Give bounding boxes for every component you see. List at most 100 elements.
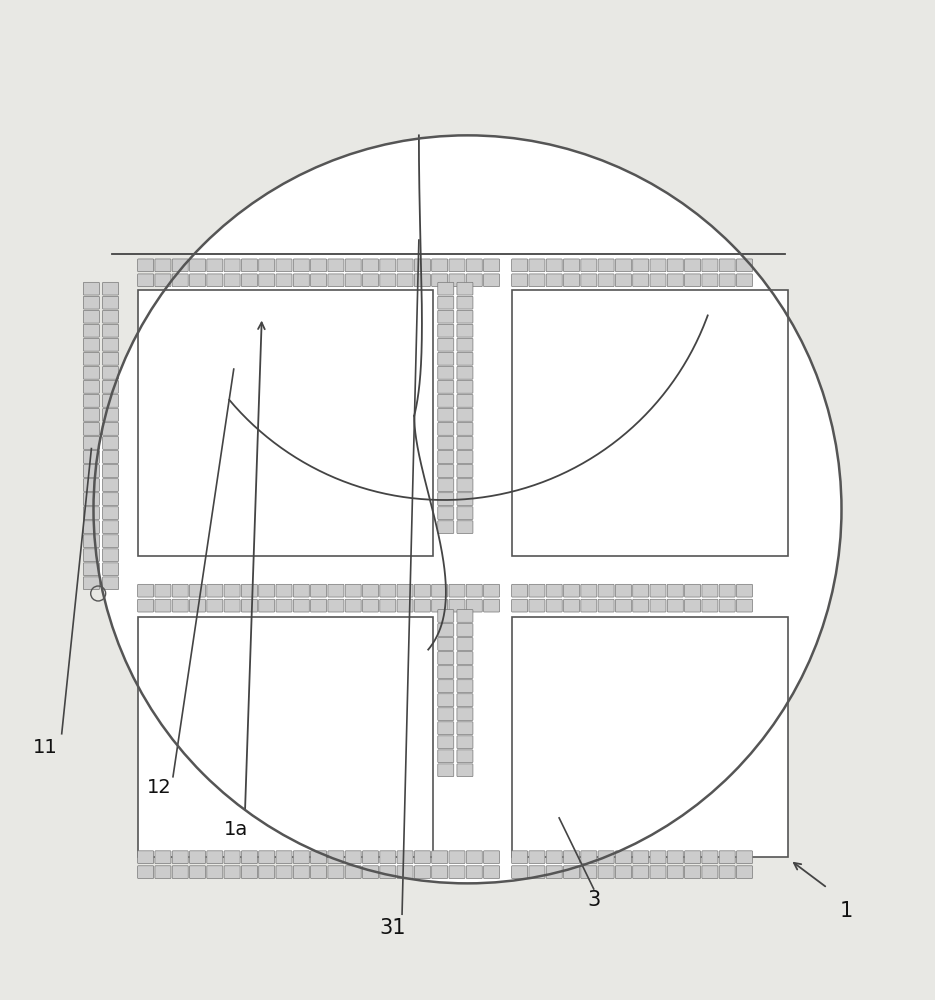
FancyBboxPatch shape [345,599,361,612]
FancyBboxPatch shape [438,282,453,295]
FancyBboxPatch shape [581,584,597,597]
FancyBboxPatch shape [449,274,465,287]
FancyBboxPatch shape [345,866,361,878]
FancyBboxPatch shape [310,866,326,878]
FancyBboxPatch shape [432,851,448,864]
FancyBboxPatch shape [276,259,292,272]
FancyBboxPatch shape [294,274,309,287]
FancyBboxPatch shape [103,535,119,547]
FancyBboxPatch shape [83,366,99,379]
FancyBboxPatch shape [668,866,683,878]
FancyBboxPatch shape [83,507,99,519]
FancyBboxPatch shape [546,851,562,864]
FancyBboxPatch shape [103,479,119,491]
FancyBboxPatch shape [155,599,171,612]
FancyBboxPatch shape [363,599,379,612]
FancyBboxPatch shape [737,584,753,597]
FancyBboxPatch shape [702,866,718,878]
FancyBboxPatch shape [103,296,119,309]
FancyBboxPatch shape [414,259,430,272]
FancyBboxPatch shape [414,866,430,878]
FancyBboxPatch shape [684,851,700,864]
FancyBboxPatch shape [224,866,240,878]
FancyBboxPatch shape [207,866,223,878]
FancyBboxPatch shape [467,584,482,597]
FancyBboxPatch shape [414,851,430,864]
FancyBboxPatch shape [380,584,396,597]
FancyBboxPatch shape [483,599,499,612]
FancyBboxPatch shape [457,366,473,379]
FancyBboxPatch shape [702,259,718,272]
FancyBboxPatch shape [737,259,753,272]
FancyBboxPatch shape [414,599,430,612]
FancyBboxPatch shape [457,722,473,734]
FancyBboxPatch shape [432,274,448,287]
FancyBboxPatch shape [224,851,240,864]
Circle shape [94,135,842,883]
FancyBboxPatch shape [103,451,119,463]
FancyBboxPatch shape [294,259,309,272]
FancyBboxPatch shape [438,366,453,379]
FancyBboxPatch shape [276,866,292,878]
FancyBboxPatch shape [438,409,453,421]
FancyBboxPatch shape [737,599,753,612]
FancyBboxPatch shape [438,521,453,533]
FancyBboxPatch shape [438,507,453,519]
FancyBboxPatch shape [598,259,614,272]
FancyBboxPatch shape [702,599,718,612]
FancyBboxPatch shape [310,599,326,612]
FancyBboxPatch shape [83,423,99,435]
FancyBboxPatch shape [702,851,718,864]
FancyBboxPatch shape [457,680,473,692]
FancyBboxPatch shape [457,451,473,463]
FancyBboxPatch shape [103,423,119,435]
FancyBboxPatch shape [529,866,545,878]
FancyBboxPatch shape [615,259,631,272]
FancyBboxPatch shape [83,577,99,590]
FancyBboxPatch shape [457,764,473,777]
FancyBboxPatch shape [449,584,465,597]
FancyBboxPatch shape [511,584,527,597]
FancyBboxPatch shape [449,851,465,864]
FancyBboxPatch shape [207,274,223,287]
FancyBboxPatch shape [668,584,683,597]
FancyBboxPatch shape [137,274,153,287]
FancyBboxPatch shape [438,296,453,309]
FancyBboxPatch shape [83,324,99,337]
FancyBboxPatch shape [668,599,683,612]
FancyBboxPatch shape [172,599,188,612]
FancyBboxPatch shape [564,274,580,287]
FancyBboxPatch shape [438,437,453,449]
FancyBboxPatch shape [328,259,344,272]
FancyBboxPatch shape [155,851,171,864]
FancyBboxPatch shape [546,584,562,597]
FancyBboxPatch shape [310,274,326,287]
FancyBboxPatch shape [294,599,309,612]
FancyBboxPatch shape [103,352,119,365]
FancyBboxPatch shape [438,395,453,407]
FancyBboxPatch shape [650,584,666,597]
FancyBboxPatch shape [457,395,473,407]
FancyBboxPatch shape [438,423,453,435]
FancyBboxPatch shape [684,599,700,612]
FancyBboxPatch shape [328,866,344,878]
FancyBboxPatch shape [259,851,275,864]
FancyBboxPatch shape [633,851,649,864]
FancyBboxPatch shape [457,507,473,519]
FancyBboxPatch shape [190,599,206,612]
FancyBboxPatch shape [457,296,473,309]
FancyBboxPatch shape [137,599,153,612]
FancyBboxPatch shape [564,599,580,612]
FancyBboxPatch shape [438,610,453,622]
FancyBboxPatch shape [702,274,718,287]
FancyBboxPatch shape [103,577,119,590]
FancyBboxPatch shape [259,259,275,272]
FancyBboxPatch shape [190,851,206,864]
FancyBboxPatch shape [457,736,473,749]
FancyBboxPatch shape [702,584,718,597]
FancyBboxPatch shape [103,437,119,449]
FancyBboxPatch shape [103,381,119,393]
FancyBboxPatch shape [397,851,413,864]
FancyBboxPatch shape [259,584,275,597]
FancyBboxPatch shape [137,851,153,864]
